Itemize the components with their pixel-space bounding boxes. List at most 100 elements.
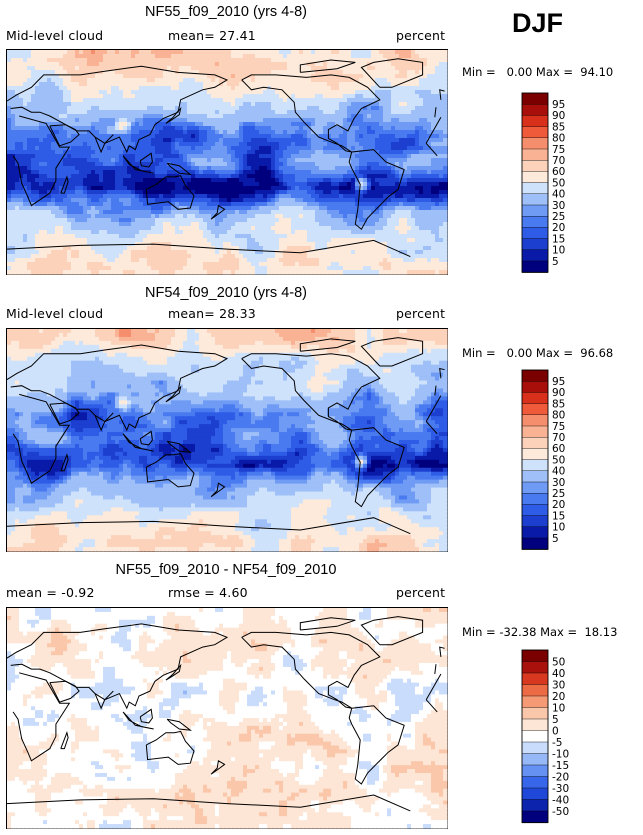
field-cell [151,198,156,203]
field-cell [295,206,300,211]
field-cell [179,62,184,67]
field-cell [19,226,24,231]
field-cell [63,170,68,175]
field-cell [127,86,132,91]
field-cell [263,182,268,187]
field-cell [243,170,248,175]
field-cell [303,198,308,203]
field-cell [103,174,108,179]
field-cell [427,58,432,63]
field-cell [199,194,204,199]
field-cell [195,102,200,107]
field-cell [339,190,344,195]
field-cell [223,218,228,223]
field-cell [207,182,212,187]
field-cell [103,58,108,63]
field-cell [171,78,176,83]
field-cell [343,58,348,63]
field-cell [351,122,356,127]
field-cell [87,174,92,179]
field-cell [279,110,284,115]
field-cell [119,114,124,119]
field-cell [55,58,60,63]
field-cell [79,114,84,119]
field-cell [235,66,240,71]
field-cell [131,202,136,207]
field-cell [219,134,224,139]
field-cell [411,98,416,103]
field-cell [411,102,416,107]
field-cell [323,158,328,163]
field-cell [243,190,248,195]
field-cell [35,70,40,75]
field-cell [403,66,408,71]
field-cell [379,162,384,167]
field-cell [327,146,332,151]
field-cell [59,178,64,183]
field-cell [443,126,448,131]
field-cell [327,90,332,95]
field-cell [419,146,424,151]
field-cell [95,158,100,163]
field-cell [127,118,132,123]
field-cell [311,162,316,167]
field-cell [423,94,428,99]
field-cell [47,194,52,199]
field-cell [167,150,172,155]
field-cell [247,138,252,143]
field-cell [75,142,80,147]
field-cell [35,190,40,195]
field-cell [403,190,408,195]
field-cell [27,218,32,223]
field-cell [127,82,132,87]
field-cell [123,174,128,179]
field-cell [335,174,340,179]
field-cell [31,178,36,183]
field-cell [47,138,52,143]
field-cell [263,110,268,115]
field-cell [323,190,328,195]
field-cell [211,142,216,147]
field-cell [219,118,224,123]
field-cell [259,150,264,155]
field-cell [283,114,288,119]
field-cell [355,166,360,171]
field-cell [291,166,296,171]
field-cell [187,214,192,219]
field-cell [207,70,212,75]
field-cell [119,198,124,203]
field-cell [335,86,340,91]
field-cell [87,214,92,219]
field-cell [15,210,20,215]
field-cell [395,142,400,147]
field-cell [183,194,188,199]
field-cell [239,58,244,63]
field-cell [439,98,444,103]
field-cell [195,70,200,75]
field-cell [43,190,48,195]
field-cell [83,62,88,67]
field-cell [443,90,448,95]
field-cell [131,222,136,227]
field-cell [387,70,392,75]
field-cell [439,222,444,227]
field-cell [19,126,24,131]
field-cell [23,54,28,59]
field-cell [159,170,164,175]
field-cell [247,182,252,187]
field-cell [159,138,164,143]
field-cell [27,174,32,179]
field-cell [127,70,132,75]
field-cell [243,66,248,71]
field-cell [11,54,16,59]
field-cell [219,50,224,55]
field-cell [179,154,184,159]
field-cell [155,218,160,223]
field-cell [363,134,368,139]
field-cell [271,134,276,139]
field-cell [371,226,376,231]
field-cell [51,138,56,143]
field-cell [99,210,104,215]
field-cell [303,222,308,227]
field-cell [327,142,332,147]
